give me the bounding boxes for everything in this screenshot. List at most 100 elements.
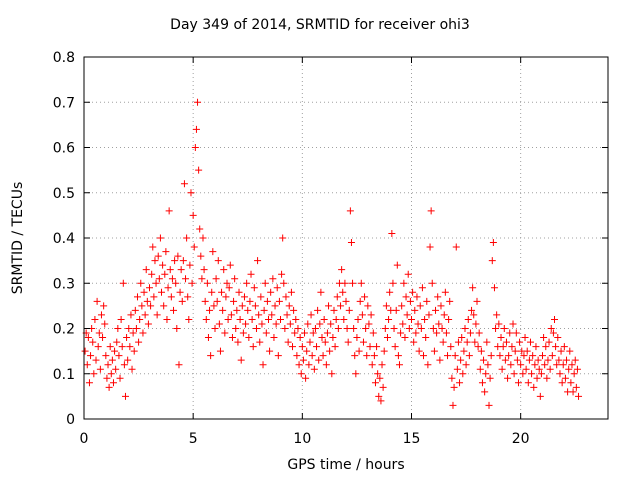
data-point [452,243,460,251]
data-point [176,288,184,296]
data-point [254,257,262,265]
data-point [420,352,428,360]
data-point [490,284,498,292]
data-point [175,361,183,369]
data-point [340,315,348,323]
data-point [247,270,255,278]
data-point [192,125,200,133]
data-point [496,352,504,360]
data-point [161,270,169,278]
data-point [191,144,199,151]
data-point [342,297,350,305]
data-point [130,347,138,355]
data-point [219,306,227,314]
data-point [390,325,398,332]
data-point [220,266,228,274]
data-point [149,243,157,251]
data-point [95,329,103,337]
data-point [343,325,351,332]
data-point [233,306,241,314]
data-point [315,356,323,364]
data-point [573,365,581,373]
data-point [338,266,346,274]
data-point [368,361,376,369]
data-point [202,315,210,323]
data-point [120,361,128,369]
data-point [196,225,204,233]
data-point [190,243,198,251]
data-point [478,379,486,387]
data-point [119,279,127,287]
data-point [221,329,229,337]
data-point [218,288,226,296]
data-point [289,343,297,351]
x-tick-label: 0 [80,431,89,447]
data-point [132,325,140,332]
data-point [532,343,540,351]
data-point [405,325,413,332]
data-point [363,352,371,360]
data-point [285,302,293,310]
chart-title: Day 349 of 2014, SRMTID for receiver ohi… [170,17,470,33]
data-point [148,270,156,278]
data-point [215,320,223,328]
data-point [568,361,576,369]
data-point [278,270,286,278]
data-point [121,392,129,400]
data-point [269,275,277,283]
data-point [275,297,283,305]
data-point [540,334,548,342]
data-point [386,288,394,296]
data-point [426,243,434,251]
data-point [271,302,279,310]
x-tick-label: 5 [189,431,198,447]
data-point [227,311,235,319]
data-point [246,297,254,305]
data-point [103,374,111,382]
data-point [226,261,234,269]
data-point [448,374,456,382]
data-point [108,356,116,364]
data-point [317,288,325,296]
data-point [453,365,461,373]
data-point [411,306,419,314]
data-point [137,279,145,287]
data-point [554,334,562,342]
data-point [310,365,318,373]
data-point [559,361,567,369]
data-point [314,306,322,314]
data-point [295,361,303,369]
x-tick-label: 20 [512,431,530,447]
axis-ticks: 0 0.1 0.2 0.3 0.4 0.5 0.6 0.7 0.8 0 5 10 15 20 [53,50,608,447]
data-point [256,338,264,346]
data-point [435,320,443,328]
data-point [481,388,489,396]
data-point [92,356,100,364]
data-point [267,288,275,296]
data-point [469,284,477,292]
data-point [402,293,410,301]
data-point [207,352,215,360]
data-point [353,334,361,342]
data-point [287,288,295,296]
data-point [364,302,372,310]
data-point [477,347,485,355]
data-point [488,257,496,265]
data-point [244,306,252,314]
data-point [243,279,251,287]
data-point [201,297,209,305]
data-point [304,320,312,328]
data-point [471,338,479,346]
data-point [89,338,97,346]
data-point [394,352,402,360]
data-point [456,379,464,387]
data-point [470,311,478,319]
data-point [509,320,517,328]
data-point [502,338,510,346]
data-point [257,293,265,301]
data-point [537,370,545,378]
data-point [94,343,102,351]
data-point [392,306,400,314]
data-point [272,320,280,328]
data-point [279,234,287,242]
